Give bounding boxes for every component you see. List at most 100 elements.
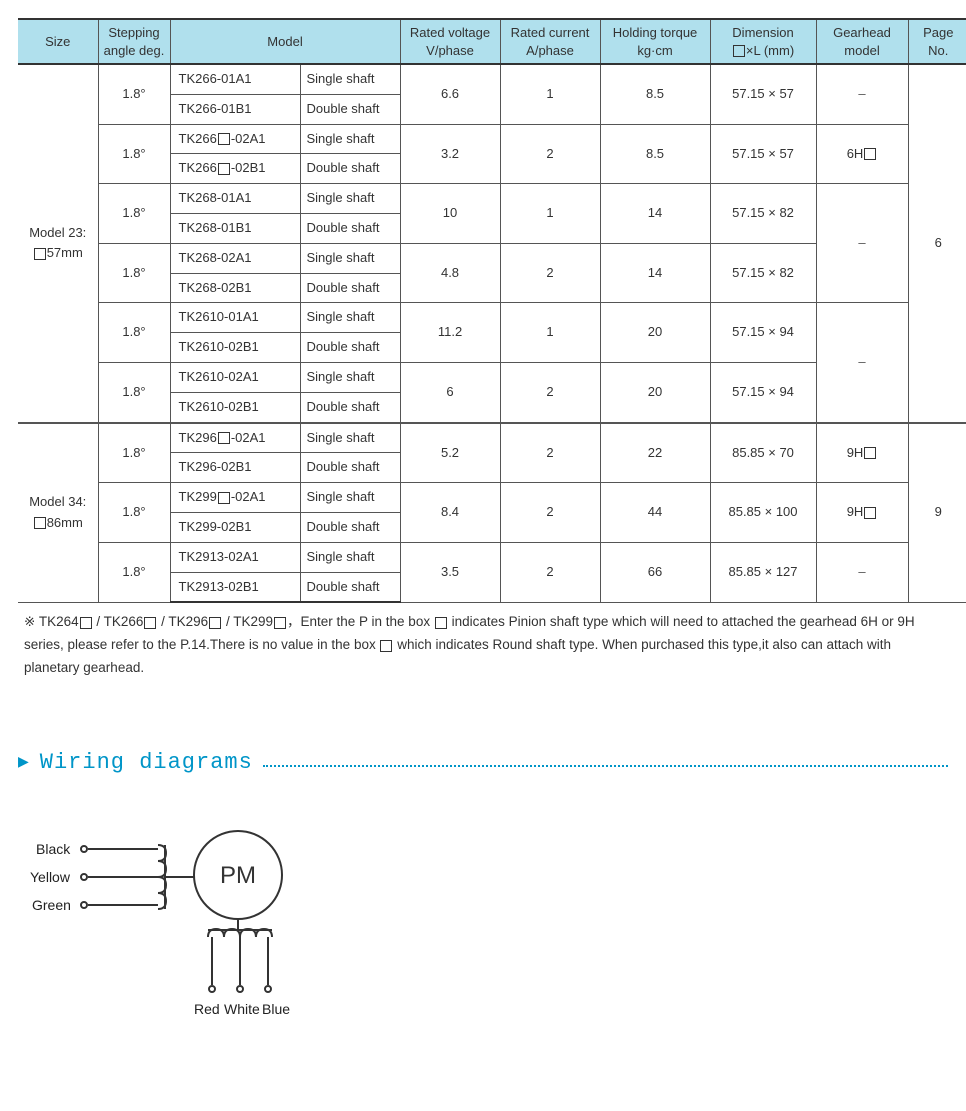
wiring-diagram: PM bbox=[18, 805, 948, 1035]
triangle-icon: ▶ bbox=[18, 754, 30, 771]
cell-model-number: TK268-02B1 bbox=[170, 273, 300, 303]
cell-step: 1.8° bbox=[98, 184, 170, 244]
cell-gearhead: 6H bbox=[816, 124, 908, 184]
wire-green-label: Green bbox=[32, 897, 71, 913]
cell-dim: 85.85 × 127 bbox=[710, 542, 816, 602]
cell-gearhead: – bbox=[816, 64, 908, 124]
cell-shaft-type: Single shaft bbox=[300, 303, 400, 333]
cell-model-number: TK268-01B1 bbox=[170, 214, 300, 244]
cell-voltage: 6 bbox=[400, 363, 500, 423]
cell-current: 2 bbox=[500, 124, 600, 184]
cell-model-number: TK2913-02A1 bbox=[170, 542, 300, 572]
cell-torque: 20 bbox=[600, 303, 710, 363]
cell-model-number: TK2610-01A1 bbox=[170, 303, 300, 333]
table-row: 1.8°TK2913-02A1Single shaft3.526685.85 ×… bbox=[18, 542, 966, 572]
col-torque: Holding torquekg·cm bbox=[600, 19, 710, 64]
col-gear: Gearheadmodel bbox=[816, 19, 908, 64]
cell-shaft-type: Double shaft bbox=[300, 453, 400, 483]
cell-gearhead: 9H bbox=[816, 423, 908, 483]
cell-step: 1.8° bbox=[98, 363, 170, 423]
cell-shaft-type: Single shaft bbox=[300, 423, 400, 453]
wire-red-label: Red bbox=[194, 1001, 220, 1017]
cell-model-number: TK296-02B1 bbox=[170, 453, 300, 483]
cell-model-number: TK2913-02B1 bbox=[170, 572, 300, 602]
cell-shaft-type: Double shaft bbox=[300, 214, 400, 244]
cell-gearhead: – bbox=[816, 542, 908, 602]
cell-step: 1.8° bbox=[98, 423, 170, 483]
footnote: ※ TK264 / TK266 / TK296 / TK299，Enter th… bbox=[18, 603, 948, 680]
cell-current: 1 bbox=[500, 184, 600, 244]
cell-dim: 57.15 × 82 bbox=[710, 184, 816, 244]
cell-step: 1.8° bbox=[98, 64, 170, 124]
cell-step: 1.8° bbox=[98, 303, 170, 363]
table-body: Model 23:57mm1.8°TK266-01A1Single shaft6… bbox=[18, 64, 966, 602]
cell-shaft-type: Single shaft bbox=[300, 243, 400, 273]
table-row: 1.8°TK266-02A1Single shaft3.228.557.15 ×… bbox=[18, 124, 966, 154]
cell-voltage: 10 bbox=[400, 184, 500, 244]
spec-table: Size Steppingangle deg. Model Rated volt… bbox=[18, 18, 966, 603]
cell-step: 1.8° bbox=[98, 483, 170, 543]
wire-blue-label: Blue bbox=[262, 1001, 290, 1017]
cell-torque: 20 bbox=[600, 363, 710, 423]
cell-model-number: TK2610-02B1 bbox=[170, 392, 300, 422]
cell-model-number: TK266-02A1 bbox=[170, 124, 300, 154]
cell-step: 1.8° bbox=[98, 124, 170, 184]
col-current: Rated currentA/phase bbox=[500, 19, 600, 64]
cell-torque: 44 bbox=[600, 483, 710, 543]
cell-shaft-type: Single shaft bbox=[300, 363, 400, 393]
cell-gearhead: 9H bbox=[816, 483, 908, 543]
cell-dim: 57.15 × 94 bbox=[710, 303, 816, 363]
cell-torque: 8.5 bbox=[600, 64, 710, 124]
cell-model-number: TK268-02A1 bbox=[170, 243, 300, 273]
col-size: Size bbox=[18, 19, 98, 64]
cell-step: 1.8° bbox=[98, 542, 170, 602]
cell-current: 2 bbox=[500, 423, 600, 483]
cell-gearhead: – bbox=[816, 303, 908, 423]
cell-model-number: TK268-01A1 bbox=[170, 184, 300, 214]
cell-shaft-type: Single shaft bbox=[300, 483, 400, 513]
wire-black-label: Black bbox=[36, 841, 70, 857]
cell-current: 2 bbox=[500, 363, 600, 423]
cell-voltage: 3.5 bbox=[400, 542, 500, 602]
col-voltage: Rated voltageV/phase bbox=[400, 19, 500, 64]
cell-voltage: 4.8 bbox=[400, 243, 500, 303]
cell-current: 2 bbox=[500, 483, 600, 543]
col-step: Steppingangle deg. bbox=[98, 19, 170, 64]
cell-model-number: TK266-01B1 bbox=[170, 94, 300, 124]
cell-current: 2 bbox=[500, 542, 600, 602]
cell-torque: 22 bbox=[600, 423, 710, 483]
cell-shaft-type: Single shaft bbox=[300, 124, 400, 154]
dotted-rule bbox=[263, 764, 948, 767]
cell-page: 9 bbox=[908, 423, 966, 603]
cell-gearhead: – bbox=[816, 184, 908, 303]
wire-yellow-label: Yellow bbox=[30, 869, 70, 885]
cell-model-number: TK296-02A1 bbox=[170, 423, 300, 453]
cell-shaft-type: Double shaft bbox=[300, 273, 400, 303]
cell-voltage: 3.2 bbox=[400, 124, 500, 184]
col-page: PageNo. bbox=[908, 19, 966, 64]
cell-dim: 57.15 × 94 bbox=[710, 363, 816, 423]
cell-model-number: TK266-02B1 bbox=[170, 154, 300, 184]
cell-torque: 8.5 bbox=[600, 124, 710, 184]
cell-voltage: 8.4 bbox=[400, 483, 500, 543]
wire-white-label: White bbox=[224, 1001, 260, 1017]
cell-shaft-type: Double shaft bbox=[300, 572, 400, 602]
cell-dim: 57.15 × 82 bbox=[710, 243, 816, 303]
cell-model-number: TK266-01A1 bbox=[170, 64, 300, 94]
cell-shaft-type: Double shaft bbox=[300, 94, 400, 124]
section-title-wiring: ▶ Wiring diagrams bbox=[18, 750, 948, 775]
cell-current: 1 bbox=[500, 64, 600, 124]
cell-torque: 14 bbox=[600, 243, 710, 303]
cell-torque: 66 bbox=[600, 542, 710, 602]
cell-shaft-type: Single shaft bbox=[300, 542, 400, 572]
table-row: 1.8°TK299-02A1Single shaft8.424485.85 × … bbox=[18, 483, 966, 513]
cell-shaft-type: Single shaft bbox=[300, 64, 400, 94]
cell-shaft-type: Double shaft bbox=[300, 392, 400, 422]
table-row: Model 23:57mm1.8°TK266-01A1Single shaft6… bbox=[18, 64, 966, 94]
cell-shaft-type: Double shaft bbox=[300, 513, 400, 543]
cell-dim: 85.85 × 70 bbox=[710, 423, 816, 483]
cell-current: 1 bbox=[500, 303, 600, 363]
table-row: 1.8°TK2610-01A1Single shaft11.212057.15 … bbox=[18, 303, 966, 333]
cell-size: Model 23:57mm bbox=[18, 64, 98, 423]
cell-shaft-type: Single shaft bbox=[300, 184, 400, 214]
